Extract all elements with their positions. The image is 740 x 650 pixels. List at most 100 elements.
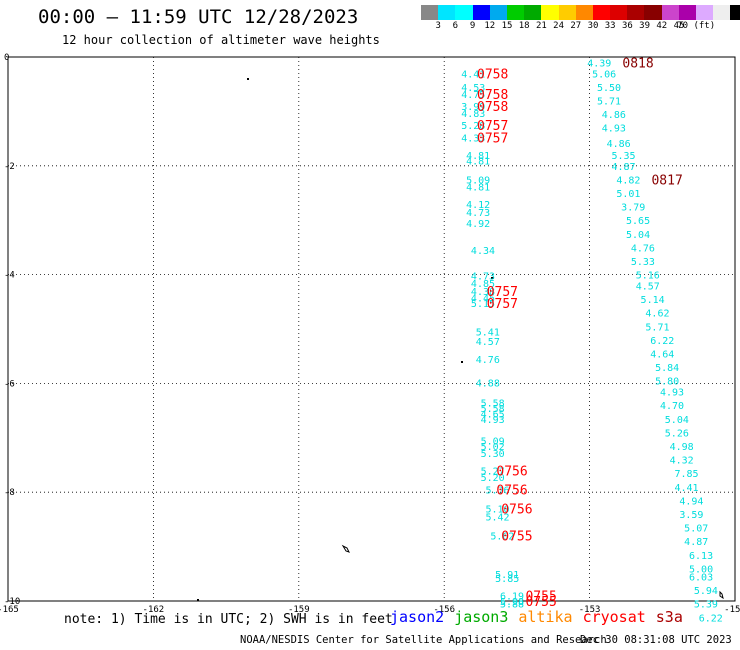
island-outline bbox=[341, 544, 350, 553]
swh-value: 4.81 bbox=[466, 151, 490, 162]
legend-swatch bbox=[730, 5, 740, 20]
credit-date: Dec 30 08:31:08 UTC 2023 bbox=[580, 634, 732, 646]
swh-value: 4.81 bbox=[466, 182, 490, 193]
swh-value: 5.91 bbox=[495, 570, 519, 581]
swh-value: 5.58 bbox=[481, 404, 505, 415]
legend-swatch bbox=[610, 5, 628, 20]
time-label: 0757 bbox=[487, 297, 518, 312]
swh-value: 5.30 bbox=[481, 449, 505, 460]
swh-value: 5.04 bbox=[626, 230, 650, 241]
swh-value: 5.10 bbox=[485, 505, 509, 516]
legend-label: 6 bbox=[452, 21, 459, 31]
legend-label: 27 bbox=[570, 21, 582, 31]
legend-swatch bbox=[661, 5, 679, 20]
island-marker bbox=[461, 361, 463, 363]
legend-label: 42 bbox=[656, 21, 668, 31]
swh-value: 5.00 bbox=[689, 564, 713, 575]
swh-value: 5.58 bbox=[481, 398, 505, 409]
y-tick-label: -2 bbox=[4, 162, 15, 172]
swh-value: 5.50 bbox=[597, 83, 621, 94]
swh-value: 4.93 bbox=[660, 388, 684, 399]
swh-value: 5.06 bbox=[592, 69, 616, 80]
note-text: note: 1) Time is in UTC; 2) SWH is in fe… bbox=[64, 612, 393, 627]
satellite-label-jason2: jason2 bbox=[390, 608, 445, 626]
swh-value: 6.22 bbox=[650, 336, 674, 347]
legend-swatch bbox=[524, 5, 542, 20]
legend-label: 30 bbox=[587, 21, 599, 31]
swh-value: 4.34 bbox=[471, 246, 495, 257]
legend-swatch bbox=[506, 5, 525, 20]
swh-value: 5.71 bbox=[597, 97, 621, 108]
y-tick-label: -6 bbox=[4, 379, 15, 389]
swh-value: 4.12 bbox=[466, 200, 490, 211]
swh-value: 5.84 bbox=[655, 363, 679, 374]
x-tick-label: -165 bbox=[0, 605, 19, 615]
swh-value: 5.01 bbox=[616, 189, 640, 200]
time-label: 0817 bbox=[651, 173, 682, 188]
swh-value: 4.93 bbox=[602, 124, 626, 135]
swh-value: 4.86 bbox=[607, 139, 631, 150]
time-label: 0757 bbox=[477, 132, 508, 147]
swh-value: 4.86 bbox=[602, 110, 626, 121]
satellite-label-s3a: s3a bbox=[655, 608, 683, 626]
time-label: 0757 bbox=[487, 285, 518, 300]
x-tick-label: -156 bbox=[433, 605, 455, 615]
island-marker bbox=[247, 78, 249, 80]
legend-swatch bbox=[489, 5, 507, 20]
legend-label: 39 bbox=[639, 21, 651, 31]
swh-value: 5.65 bbox=[626, 216, 650, 227]
legend-label: 21 bbox=[535, 21, 547, 31]
swh-value: 4.87 bbox=[611, 162, 635, 173]
swh-value: 5.20 bbox=[481, 473, 505, 484]
satellite-label-altika: altika bbox=[518, 608, 573, 626]
swh-value: 4.98 bbox=[670, 442, 694, 453]
swh-value: 5.09 bbox=[466, 175, 490, 186]
legend-label: 12 bbox=[484, 21, 496, 31]
swh-value: 4.57 bbox=[636, 281, 660, 292]
map-title: 00:00 – 11:59 UTC 12/28/2023 bbox=[38, 6, 359, 28]
swh-value: 4.32 bbox=[670, 456, 694, 467]
island-marker bbox=[197, 599, 199, 601]
time-label: 0755 bbox=[501, 530, 532, 545]
swh-value: 4.87 bbox=[684, 537, 708, 548]
legend-label: 70 (ft) bbox=[677, 21, 716, 31]
swh-value: 4.33 bbox=[461, 134, 485, 145]
legend-label: 9 bbox=[469, 21, 476, 31]
swh-value: 5.09 bbox=[481, 437, 505, 448]
swh-value: 5.71 bbox=[645, 322, 669, 333]
satellite-legend: jason2 jason3 altika cryosat s3a bbox=[390, 608, 683, 626]
legend-swatch bbox=[575, 5, 593, 20]
legend-label: 15 bbox=[501, 21, 513, 31]
time-label: 0758 bbox=[477, 100, 508, 115]
swh-value: 6.19 bbox=[500, 592, 524, 603]
swh-value: 4.75 bbox=[461, 90, 485, 101]
time-label: 0755 bbox=[525, 595, 556, 610]
time-label: 0756 bbox=[496, 464, 527, 479]
swh-value: 5.35 bbox=[611, 151, 635, 162]
legend-label: 45 bbox=[673, 21, 685, 31]
time-label: 0818 bbox=[622, 56, 653, 71]
swh-value: 5.94 bbox=[694, 586, 718, 597]
y-tick-label: -4 bbox=[4, 271, 15, 281]
color-legend-bar bbox=[421, 5, 740, 20]
swh-value: 3.99 bbox=[461, 102, 485, 113]
swh-value: 5.98 bbox=[500, 597, 524, 608]
legend-label: 24 bbox=[553, 21, 565, 31]
y-tick-label: -10 bbox=[4, 597, 20, 607]
swh-value: 4.70 bbox=[660, 401, 684, 412]
island-marker bbox=[491, 277, 494, 279]
swh-value: 4.65 bbox=[481, 409, 505, 420]
swh-value: 5.07 bbox=[684, 524, 708, 535]
time-label: 0755 bbox=[525, 590, 556, 605]
swh-value: 4.82 bbox=[616, 175, 640, 186]
swh-value: 4.57 bbox=[476, 337, 500, 348]
time-label: 0758 bbox=[477, 88, 508, 103]
swh-value: 4.93 bbox=[481, 415, 505, 426]
legend-label: 36 bbox=[621, 21, 633, 31]
swh-value: 4.92 bbox=[466, 219, 490, 230]
legend-swatch bbox=[713, 5, 731, 20]
swh-value: 7.85 bbox=[674, 469, 698, 480]
legend-swatch bbox=[472, 5, 490, 20]
y-tick-label: -8 bbox=[4, 488, 15, 498]
